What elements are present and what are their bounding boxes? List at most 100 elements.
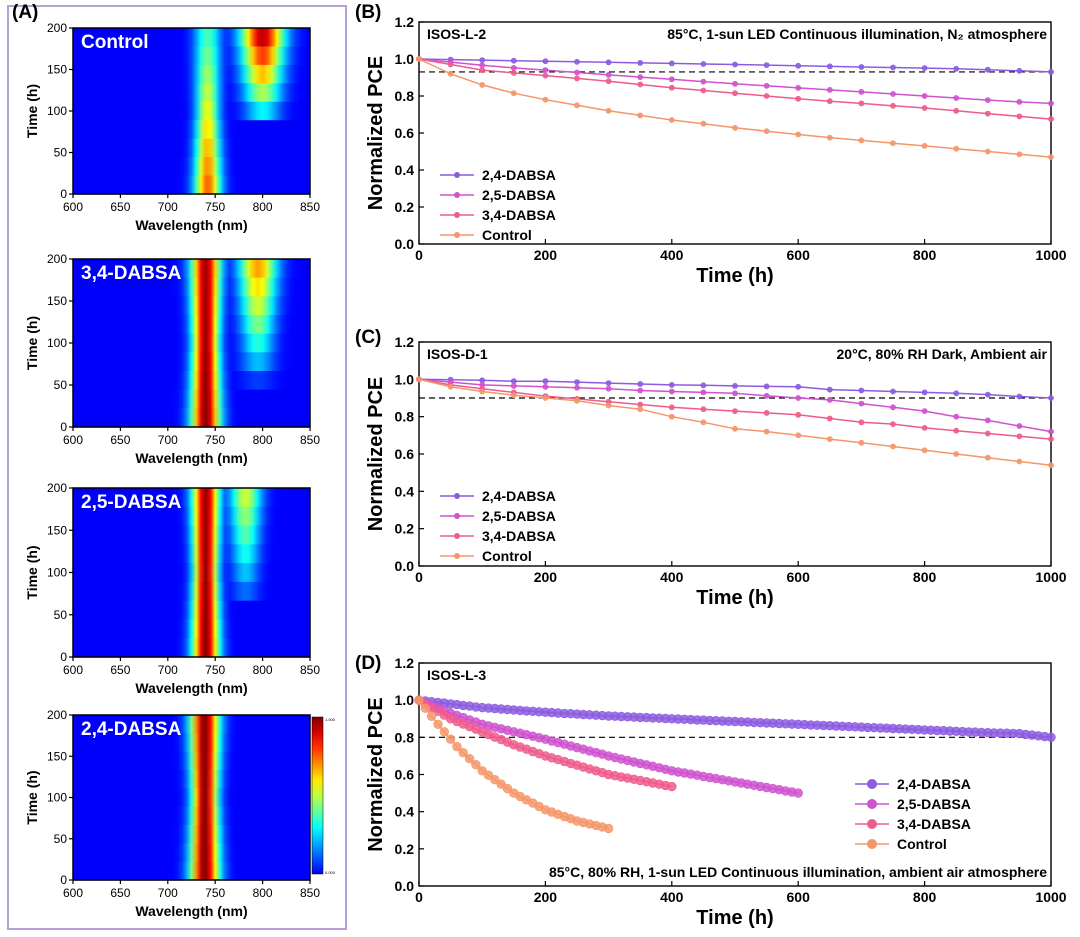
x-tick-label: 400: [660, 247, 684, 263]
data-point: [921, 425, 928, 431]
data-point: [490, 775, 500, 785]
y-tick-label: 1.0: [395, 692, 415, 708]
x-tick-label: 800: [253, 663, 273, 677]
data-point: [1016, 458, 1023, 465]
data-point: [858, 400, 865, 407]
data-point: [416, 56, 422, 62]
y-tick-label: 150: [47, 294, 67, 308]
legend-entry-3-4-dabsa: 3,4-DABSA: [482, 528, 556, 544]
data-point: [953, 107, 960, 114]
data-point: [826, 397, 833, 403]
y-tick-label: 0.0: [395, 236, 415, 252]
data-point: [1048, 428, 1054, 435]
data-point: [542, 67, 549, 73]
x-tick-label: 800: [253, 200, 273, 214]
heatmap-cell: [73, 600, 310, 621]
y-tick-label: 50: [54, 608, 68, 622]
line-chart-d: 0.0 0.2 0.4 0.6 0.8 1.0 1.2 0 200 400 600 800 1000 Ti…: [365, 655, 1067, 929]
y-tick-label: 100: [47, 336, 67, 350]
x-tick-label: 600: [787, 569, 811, 585]
heatmap-control: 0 50 100 150 200 600 650 700 750 800 850 Wavelength…: [24, 21, 320, 233]
data-point: [984, 391, 991, 398]
y-tick-label: 200: [47, 481, 67, 495]
y-tick-label: 0: [60, 187, 67, 201]
y-tick-label: 50: [54, 378, 68, 392]
data-point: [439, 727, 450, 737]
y-tick-label: 1.2: [395, 334, 415, 350]
data-point: [637, 81, 644, 88]
data-point: [953, 145, 960, 152]
data-point: [984, 66, 991, 73]
data-point: [1048, 436, 1054, 442]
data-point: [921, 447, 928, 454]
data-point: [510, 383, 517, 389]
data-point: [795, 432, 802, 439]
x-tick-label: 750: [205, 663, 225, 677]
x-tick-label: 600: [787, 889, 811, 905]
legend-entry-2-4-dabsa: 2,4-DABSA: [482, 167, 556, 183]
data-point: [416, 376, 422, 383]
data-point: [700, 382, 707, 389]
y-tick-label: 100: [47, 791, 67, 805]
data-point: [542, 378, 549, 385]
data-point: [795, 62, 802, 69]
heatmap-3-4-dabsa: 0 50 100 150 200 600 650 700 750 800 850 Wavelength…: [24, 252, 320, 466]
data-point: [858, 100, 865, 107]
x-axis-label: Wavelength (nm): [135, 450, 247, 466]
chart-annotation: 85°C, 1-sun LED Continuous illumination,…: [667, 26, 1047, 42]
data-point: [479, 57, 486, 63]
x-tick-label: 400: [660, 569, 684, 585]
y-tick-label: 1.0: [395, 371, 415, 387]
heatmap-cell: [73, 259, 310, 279]
data-point: [458, 747, 468, 758]
legend-entry-2-4-dabsa: 2,4-DABSA: [897, 776, 971, 792]
heatmap-cell: [73, 581, 310, 602]
data-point: [763, 128, 770, 135]
data-point: [890, 91, 896, 97]
y-tick-label: 0.2: [395, 841, 415, 857]
heatmap-cell: [73, 296, 310, 316]
x-tick-label: 400: [660, 889, 684, 905]
y-tick-label: 150: [47, 523, 67, 537]
heatmap-cell: [73, 733, 310, 753]
legend-marker: [454, 172, 460, 178]
legend-entry-control: Control: [482, 227, 532, 243]
legend-marker: [867, 779, 877, 789]
panel-a-frame: [7, 5, 347, 930]
data-point: [921, 65, 928, 71]
y-tick-label: 150: [47, 749, 67, 763]
data-point: [452, 741, 462, 752]
x-tick-label: 600: [63, 663, 83, 677]
data-point: [447, 383, 454, 390]
y-tick-label: 100: [47, 104, 67, 118]
heatmap-cell: [73, 806, 310, 826]
data-point: [637, 112, 644, 119]
x-tick-label: 800: [913, 889, 937, 905]
y-tick-label: 200: [47, 21, 67, 35]
legend-entry-2-5-dabsa: 2,5-DABSA: [897, 796, 971, 812]
heatmap-cell: [73, 843, 310, 863]
data-point: [732, 408, 738, 414]
data-point: [447, 70, 454, 77]
heatmap-cell: [73, 619, 310, 639]
data-point: [763, 93, 770, 99]
x-tick-label: 750: [205, 886, 225, 900]
x-tick-label: 800: [253, 433, 273, 447]
heatmap-cell: [73, 544, 310, 564]
data-point: [1016, 99, 1023, 105]
data-point: [890, 388, 896, 395]
y-tick-label: 0: [60, 650, 67, 664]
data-point: [479, 388, 486, 395]
data-point: [605, 402, 612, 409]
data-point: [605, 385, 612, 392]
data-point: [984, 110, 991, 117]
line-chart-b: 0.0 0.2 0.4 0.6 0.8 1.0 1.2 0 200 400 600 800 1000 Ti…: [365, 14, 1067, 287]
heatmap-cell: [73, 64, 310, 84]
data-point: [574, 102, 580, 109]
data-point: [826, 63, 833, 70]
data-point: [502, 783, 513, 794]
data-point: [826, 386, 833, 393]
data-point: [479, 62, 486, 69]
data-point: [763, 428, 770, 435]
heatmap-cell: [73, 770, 310, 789]
